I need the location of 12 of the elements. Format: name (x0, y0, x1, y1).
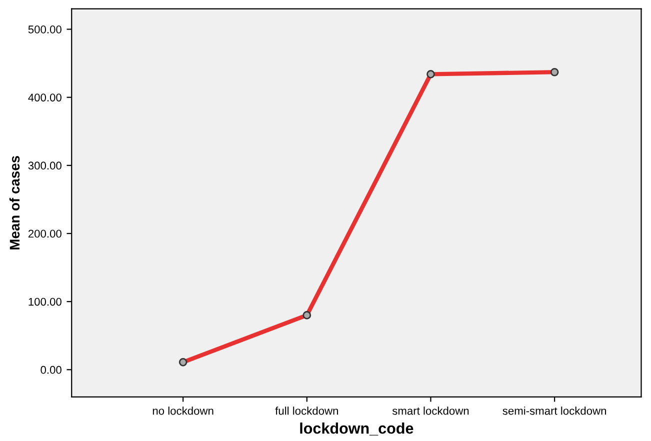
x-tick-label: no lockdown (152, 406, 214, 415)
y-axis-title: Mean of cases (9, 156, 20, 250)
y-tick-label: 300.00 (28, 162, 62, 170)
x-axis-title: lockdown_code (300, 422, 414, 436)
y-tick-label: 200.00 (28, 230, 62, 238)
y-tick-label: 0.00 (40, 366, 62, 374)
y-tick-label: 400.00 (28, 94, 62, 102)
x-tick-label: semi-smart lockdown (502, 406, 606, 415)
x-tick-label: smart lockdown (392, 406, 469, 415)
x-tick-label: full lockdown (275, 406, 338, 415)
y-tick-label: 100.00 (28, 298, 62, 306)
y-tick-label: 500.00 (28, 26, 62, 34)
